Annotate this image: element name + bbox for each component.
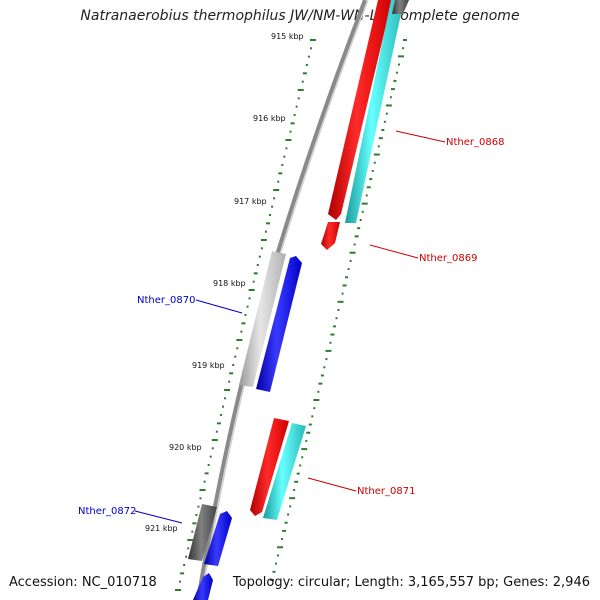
gene-nther-0869-bar[interactable] [321, 222, 340, 250]
gene-label-nther-0871[interactable]: Nther_0871 [357, 486, 415, 497]
gene-label-nther-0872[interactable]: Nther_0872 [78, 506, 136, 517]
gc-track-left [175, 39, 316, 591]
gene-nther-0868-bar[interactable] [328, 0, 392, 220]
gc-track-right [270, 39, 407, 581]
leader-nther-0868 [395, 130, 446, 143]
tick-label-917: 917 kbp [234, 197, 267, 206]
gene-nther-0872-bar[interactable] [204, 511, 232, 566]
genome-summary-text: Topology: circular; Length: 3,165,557 bp… [232, 575, 590, 590]
accession-text: Accession: NC_010718 [9, 575, 157, 590]
cds-nther-0872-bar[interactable] [188, 504, 217, 561]
tick-label-919: 919 kbp [192, 361, 225, 370]
gene-label-nther-0868[interactable]: Nther_0868 [446, 137, 504, 148]
gene-dark-top-bar[interactable] [392, 0, 409, 14]
leader-nther-0871 [307, 477, 357, 492]
tick-label-920: 920 kbp [169, 443, 202, 452]
cds-nther-0868-bar[interactable] [345, 0, 404, 223]
genome-title: Natranaerobius thermophilus JW/NM-WN-LF,… [80, 8, 520, 24]
leader-nther-0869 [369, 244, 419, 259]
tick-label-916: 916 kbp [253, 114, 286, 123]
cds-nther-0870-bar[interactable] [239, 251, 286, 387]
gene-label-nther-0869[interactable]: Nther_0869 [419, 253, 477, 264]
gene-nther-0870-bar[interactable] [256, 256, 302, 392]
tick-label-918: 918 kbp [213, 279, 246, 288]
gene-bottom-bar[interactable] [193, 573, 213, 600]
leader-nther-0870 [195, 299, 243, 314]
leader-nther-0872 [134, 510, 183, 524]
tick-label-921: 921 kbp [145, 524, 178, 533]
tick-label-915: 915 kbp [271, 32, 304, 41]
cds-nther-0871-bar[interactable] [263, 423, 306, 520]
gene-label-nther-0870[interactable]: Nther_0870 [137, 295, 195, 306]
gene-nther-0871-bar[interactable] [250, 418, 289, 516]
